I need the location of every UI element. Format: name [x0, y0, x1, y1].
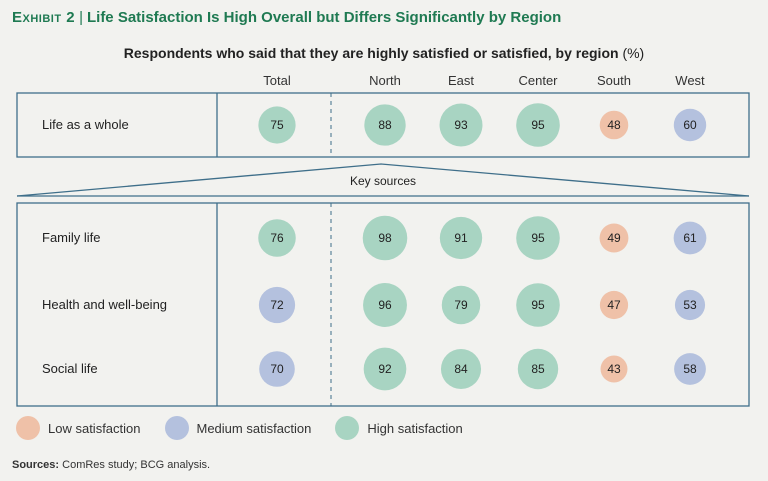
bottom-value-label: 85	[531, 362, 545, 376]
bottom-row-label: Social life	[42, 361, 98, 376]
exhibit-label: Exhibit 2	[12, 9, 76, 26]
sources-note: Sources: ComRes study; BCG analysis.	[12, 459, 210, 471]
bottom-bubble	[517, 348, 559, 390]
sources-label: Sources:	[12, 459, 60, 471]
column-header: Center	[518, 73, 558, 88]
top-value-label: 88	[378, 118, 392, 132]
top-bubble	[258, 106, 296, 144]
bottom-value-label: 72	[270, 298, 284, 312]
bottom-row-label: Health and well-being	[42, 297, 167, 312]
key-sources-label: Key sources	[350, 174, 416, 188]
bottom-value-label: 76	[270, 231, 284, 245]
bottom-bubble	[674, 289, 706, 321]
bottom-value-label: 92	[378, 362, 392, 376]
sources-text: ComRes study; BCG analysis.	[62, 459, 211, 471]
bottom-value-label: 95	[531, 298, 545, 312]
legend-swatch-high	[335, 416, 360, 440]
top-value-label: 93	[454, 118, 468, 132]
bottom-bubble	[599, 290, 629, 320]
bottom-value-label: 98	[378, 231, 392, 245]
bottom-section-frame	[16, 202, 750, 407]
bottom-bubble	[599, 223, 629, 253]
column-header: West	[675, 73, 705, 88]
legend-swatch-low	[16, 416, 40, 440]
top-bubble	[673, 108, 707, 142]
bottom-value-label: 47	[607, 298, 621, 312]
title-separator: |	[79, 9, 83, 26]
column-header: East	[448, 73, 474, 88]
bottom-bubble	[258, 286, 296, 324]
chart-subtitle: Respondents who said that they are highl…	[0, 45, 768, 61]
top-value-label: 95	[531, 118, 545, 132]
legend-item-high: High satisfaction	[335, 416, 463, 440]
bottom-bubble	[516, 283, 560, 327]
top-bubble	[364, 104, 406, 146]
bottom-bubble	[674, 353, 706, 385]
legend-swatch-medium	[164, 416, 189, 440]
key-sources-connector	[16, 163, 750, 197]
bottom-value-label: 79	[454, 298, 468, 312]
bottom-value-label: 95	[531, 231, 545, 245]
bottom-bubble	[440, 348, 482, 390]
exhibit-title: Exhibit 2 | Life Satisfaction Is High Over…	[12, 9, 561, 26]
bottom-bubble	[516, 216, 560, 260]
top-value-label: 75	[270, 118, 284, 132]
bottom-bubble	[259, 351, 295, 387]
legend: Low satisfaction Medium satisfaction Hig…	[16, 415, 487, 441]
bottom-bubble	[363, 283, 407, 327]
subtitle-text: Respondents who said that they are highl…	[123, 45, 619, 61]
legend-item-medium: Medium satisfaction	[164, 416, 312, 440]
legend-label-high: High satisfaction	[367, 420, 463, 436]
bottom-bubble	[441, 285, 481, 325]
legend-label-medium: Medium satisfaction	[196, 420, 312, 436]
chart-title: Life Satisfaction Is High Overall but Di…	[86, 9, 562, 26]
bottom-bubble	[673, 221, 707, 255]
bottom-bubble	[439, 216, 483, 260]
bottom-bubble	[600, 355, 628, 383]
bottom-value-label: 61	[683, 231, 697, 245]
bottom-bubble	[363, 347, 407, 391]
bottom-value-label: 58	[683, 362, 697, 376]
column-header: South	[597, 73, 631, 88]
top-value-label: 48	[607, 118, 621, 132]
bottom-value-label: 91	[454, 231, 468, 245]
column-header: Total	[263, 73, 291, 88]
subtitle-unit: (%)	[622, 45, 645, 61]
legend-item-low: Low satisfaction	[16, 416, 141, 440]
top-bubble	[439, 103, 483, 147]
bottom-value-label: 96	[378, 298, 392, 312]
top-value-label: 60	[683, 118, 697, 132]
bottom-value-label: 43	[607, 362, 621, 376]
bottom-value-label: 53	[683, 298, 697, 312]
bottom-bubble	[362, 215, 408, 261]
bottom-value-label: 84	[454, 362, 468, 376]
bottom-value-label: 49	[607, 231, 621, 245]
top-section-frame	[16, 92, 750, 158]
top-bubble	[599, 110, 629, 140]
top-row-label: Life as a whole	[42, 117, 129, 132]
bottom-value-label: 70	[270, 362, 284, 376]
top-bubble	[516, 103, 560, 147]
bottom-bubble	[258, 219, 296, 257]
column-header: North	[369, 73, 401, 88]
bottom-row-label: Family life	[42, 230, 101, 245]
legend-label-low: Low satisfaction	[48, 420, 141, 436]
